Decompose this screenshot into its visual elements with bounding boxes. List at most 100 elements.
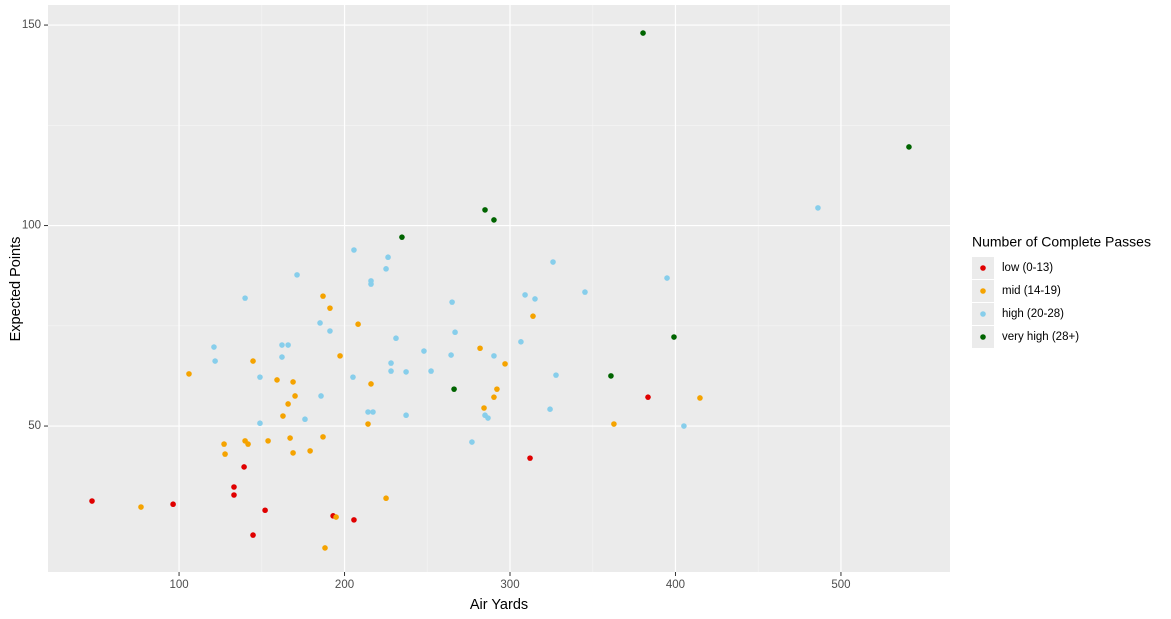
legend-title: Number of Complete Passes <box>972 234 1151 250</box>
point <box>451 386 457 392</box>
point <box>290 450 296 456</box>
point <box>186 371 192 377</box>
point <box>491 217 497 223</box>
point <box>365 409 371 415</box>
point <box>257 420 263 427</box>
point <box>250 358 256 364</box>
point <box>351 517 357 523</box>
legend-marker <box>980 265 986 271</box>
point <box>428 368 434 374</box>
point <box>290 379 296 385</box>
legend-label: low (0-13) <box>1002 262 1053 274</box>
point <box>265 438 271 444</box>
point <box>317 320 323 326</box>
point <box>337 353 343 359</box>
point <box>399 234 405 240</box>
point <box>327 305 333 311</box>
y-tick-label: 100 <box>22 220 41 232</box>
point <box>280 413 286 419</box>
x-tick-label: 500 <box>831 579 850 591</box>
point <box>815 205 821 211</box>
point <box>532 296 538 302</box>
point <box>681 423 687 429</box>
point <box>485 415 491 421</box>
point <box>550 259 556 265</box>
point <box>697 395 703 401</box>
point <box>231 484 237 490</box>
point <box>452 329 458 336</box>
point <box>403 369 409 375</box>
point <box>245 441 251 447</box>
point <box>257 374 263 380</box>
legend-label: high (20-28) <box>1002 308 1064 320</box>
point <box>491 353 497 359</box>
point <box>530 313 536 319</box>
point <box>320 293 326 299</box>
point <box>385 254 391 261</box>
point <box>502 361 508 367</box>
point <box>477 345 483 352</box>
point <box>138 504 144 510</box>
point <box>285 342 291 348</box>
point <box>279 342 285 348</box>
point <box>388 368 394 374</box>
y-axis-title: Expected Points <box>8 237 24 342</box>
point <box>241 464 247 470</box>
point <box>320 434 326 440</box>
point <box>527 455 533 461</box>
legend-label: very high (28+) <box>1002 331 1079 343</box>
point <box>212 358 218 364</box>
point <box>222 451 228 457</box>
point <box>482 207 488 213</box>
legend-marker <box>980 334 986 340</box>
point <box>333 514 339 520</box>
point <box>494 386 500 392</box>
point <box>279 354 285 360</box>
legend-marker <box>980 288 986 294</box>
point <box>491 394 497 400</box>
point <box>365 421 371 427</box>
x-tick-label: 300 <box>500 579 519 591</box>
point <box>608 373 614 379</box>
point <box>327 328 333 334</box>
point <box>553 372 559 378</box>
point <box>421 348 427 354</box>
point <box>351 247 357 253</box>
point <box>640 30 646 36</box>
point <box>302 416 308 423</box>
point <box>383 495 389 502</box>
point <box>368 381 374 387</box>
point <box>285 401 291 407</box>
x-tick-label: 100 <box>169 579 188 591</box>
point <box>262 507 268 514</box>
point <box>294 272 300 278</box>
point <box>671 334 677 340</box>
point <box>211 344 217 350</box>
point <box>481 405 487 411</box>
y-tick-label: 150 <box>22 19 41 31</box>
point <box>322 545 328 551</box>
point <box>287 435 293 441</box>
point <box>645 394 651 400</box>
point <box>170 501 176 508</box>
y-tick-label: 50 <box>28 420 41 432</box>
point <box>318 393 324 399</box>
point <box>89 498 95 504</box>
point <box>403 412 409 419</box>
x-tick-label: 400 <box>666 579 685 591</box>
point <box>582 289 588 295</box>
legend-label: mid (14-19) <box>1002 285 1061 297</box>
x-axis-title: Air Yards <box>470 597 528 613</box>
point <box>611 421 617 427</box>
plot-panel <box>48 5 950 572</box>
point <box>383 266 389 272</box>
point <box>906 144 912 150</box>
point <box>518 339 524 345</box>
point <box>393 335 399 342</box>
point <box>292 393 298 399</box>
point <box>221 441 227 447</box>
point <box>448 352 454 358</box>
point <box>449 299 455 305</box>
point <box>350 374 356 380</box>
